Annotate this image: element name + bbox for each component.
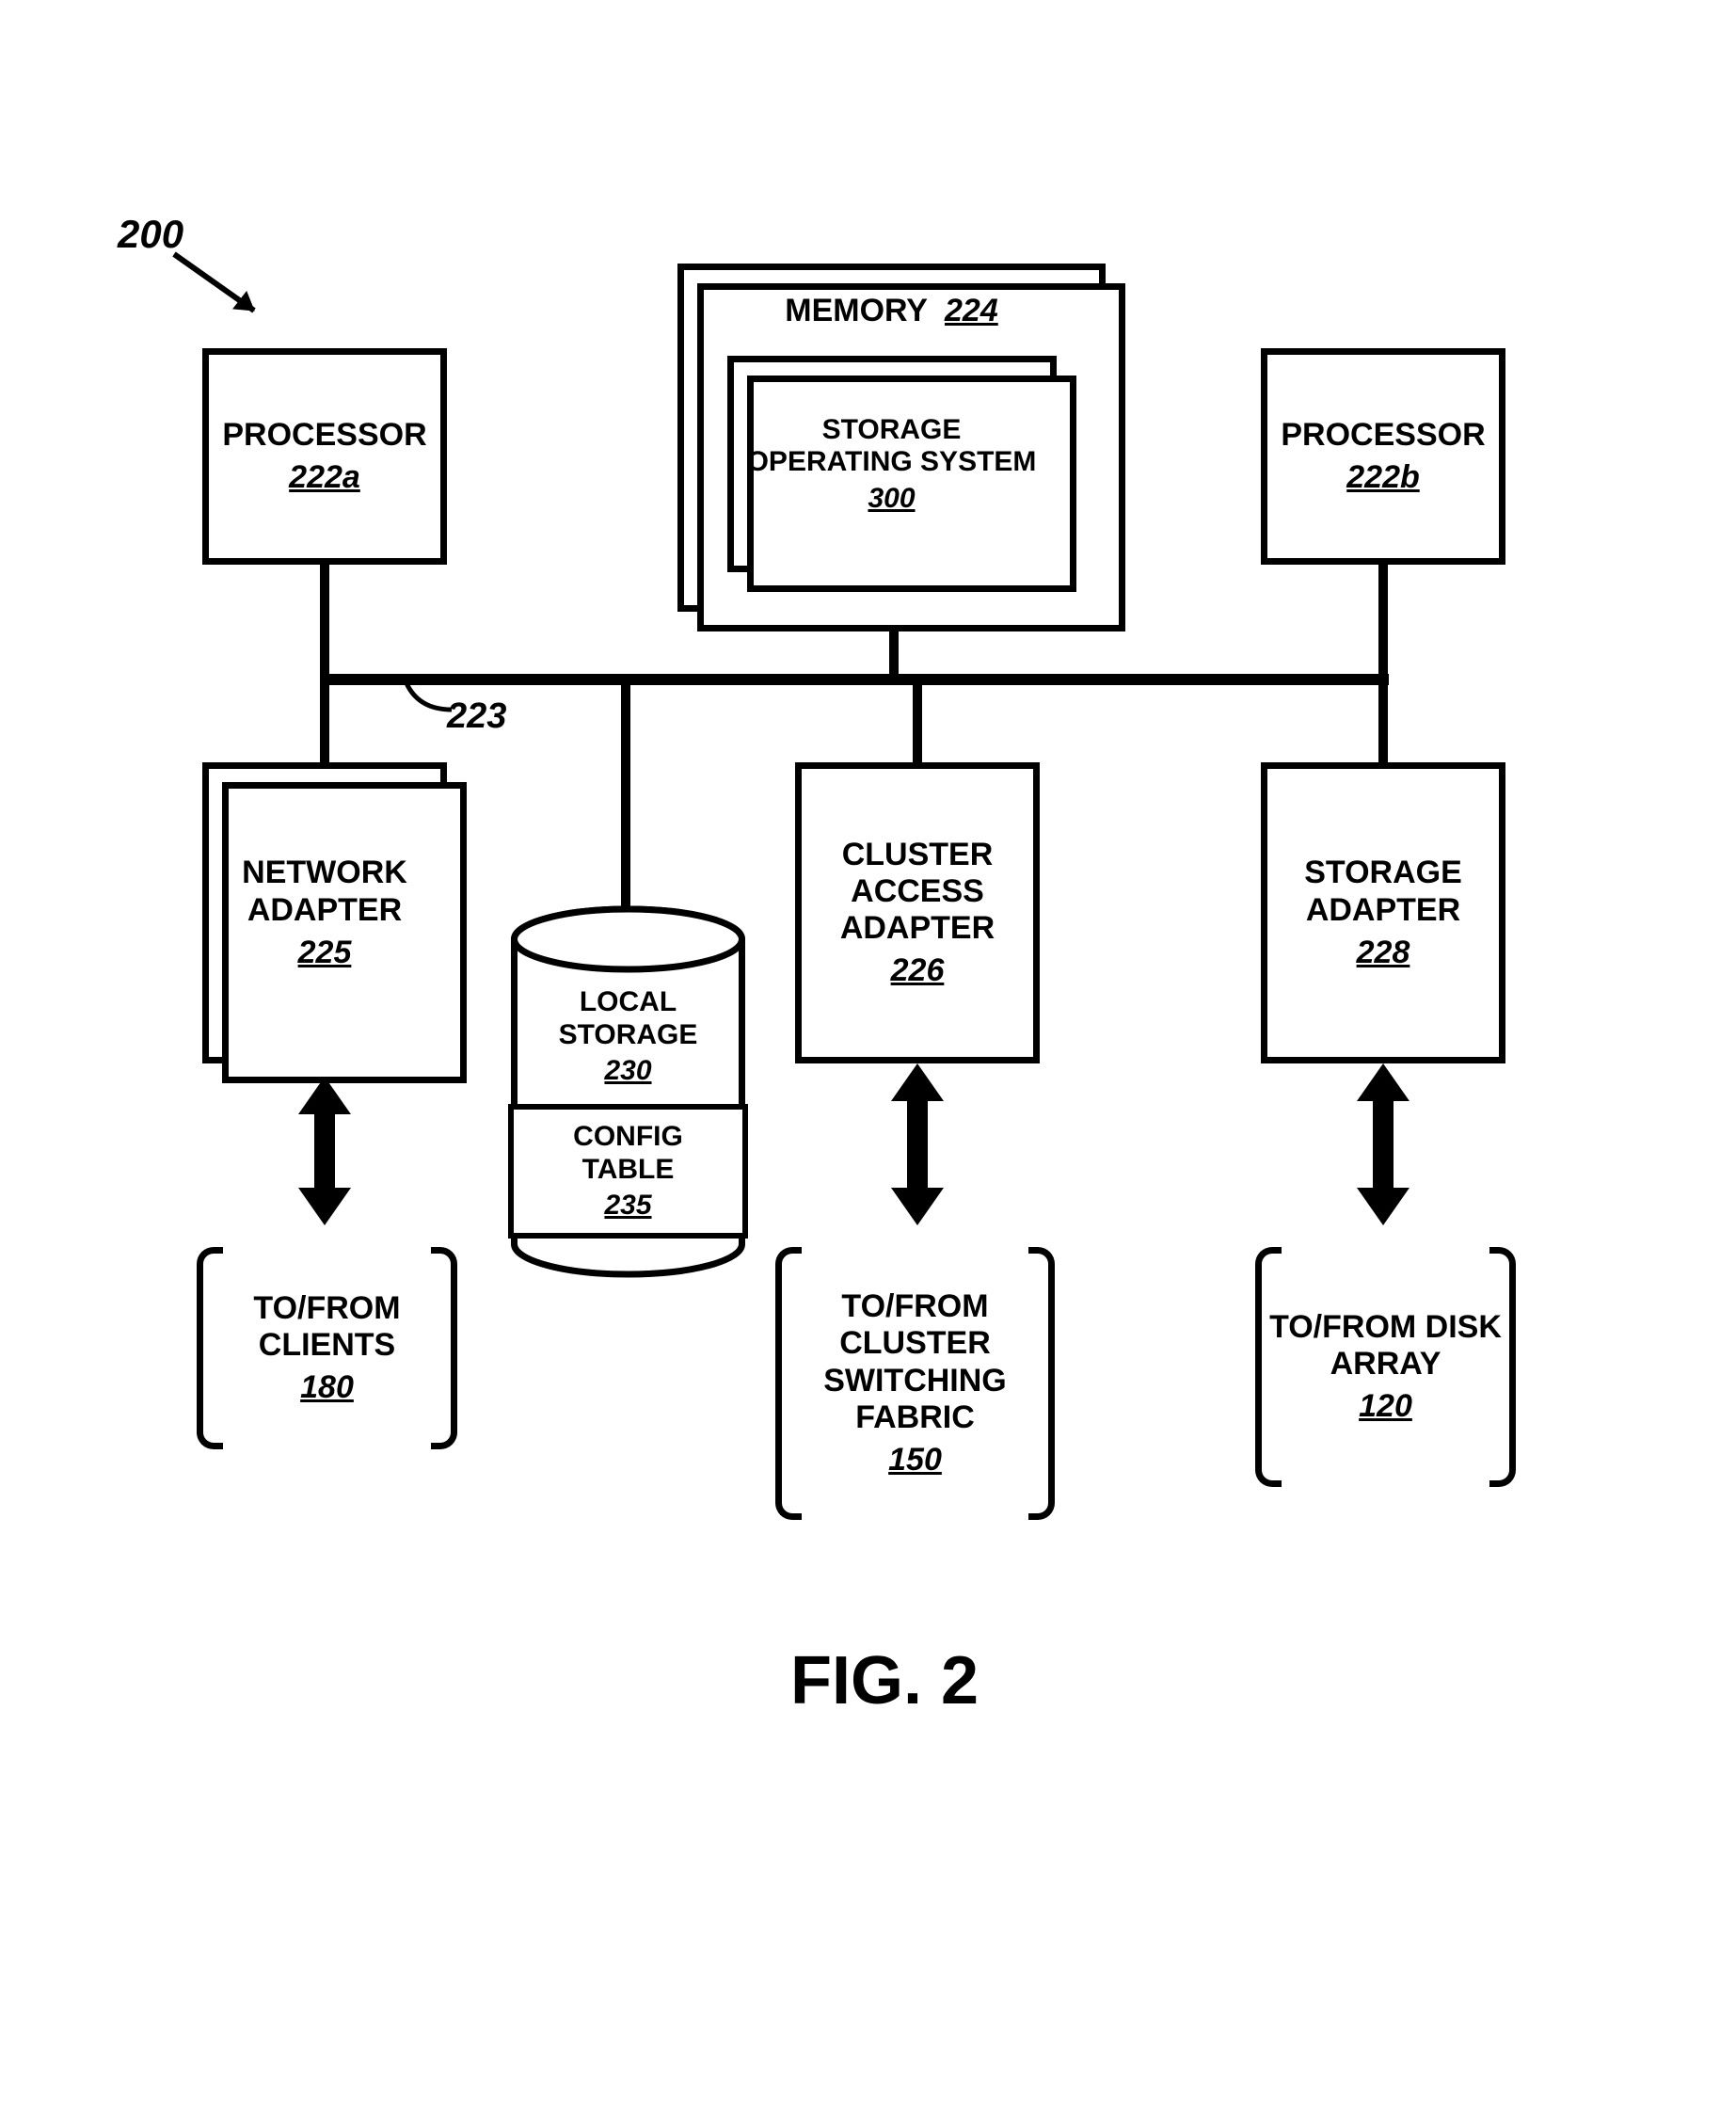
cluster-adapter-label: CLUSTER ACCESS ADAPTER <box>802 837 1033 947</box>
diagram-canvas: 200 223 PROCESSOR 222a PROCESSOR 222b ME… <box>0 0 1736 2126</box>
memory-ref: 224 <box>945 293 998 329</box>
local-storage-label: LOCAL STORAGE <box>508 986 748 1051</box>
ext-cluster-fabric-label: TO/FROM CLUSTER SWITCHING FABRIC <box>781 1288 1049 1435</box>
processor-b-label: PROCESSOR <box>1281 417 1485 454</box>
stub-storage-adapter <box>1378 678 1388 762</box>
network-adapter-ref: 225 <box>298 935 352 971</box>
processor-a-box: PROCESSOR 222a <box>202 348 447 565</box>
ext-clients-label: TO/FROM CLIENTS <box>202 1290 452 1364</box>
ext-clients: TO/FROM CLIENTS 180 <box>202 1247 452 1449</box>
storage-os-label: STORAGE OPERATING SYSTEM <box>734 414 1050 479</box>
stub-memory <box>889 625 899 678</box>
memory-box: MEMORY 224 STORAGE OPERATING SYSTEM 300 <box>677 264 1106 612</box>
config-table-box: CONFIG TABLE 235 <box>508 1104 748 1239</box>
processor-b-ref: 222b <box>1346 459 1420 496</box>
memory-label: MEMORY <box>785 293 928 329</box>
arrow-clients <box>298 1077 351 1225</box>
network-adapter-label: NETWORK ADAPTER <box>209 855 440 928</box>
storage-os-box: STORAGE OPERATING SYSTEM 300 <box>727 356 1057 572</box>
storage-os-ref: 300 <box>868 483 915 515</box>
ext-cluster-fabric: TO/FROM CLUSTER SWITCHING FABRIC 150 <box>781 1247 1049 1520</box>
storage-adapter-label: STORAGE ADAPTER <box>1267 855 1499 928</box>
config-table-label: CONFIG TABLE <box>531 1121 725 1186</box>
bus-ref-curve <box>395 678 461 743</box>
stub-local-storage <box>621 678 630 918</box>
local-storage-ref: 230 <box>604 1055 651 1087</box>
arrow-cluster-fabric <box>891 1063 944 1225</box>
arrow-disk-array <box>1357 1063 1410 1225</box>
config-table-ref: 235 <box>604 1190 651 1222</box>
stub-cluster-adapter <box>913 678 922 762</box>
cluster-adapter-box: CLUSTER ACCESS ADAPTER 226 <box>795 762 1040 1063</box>
cluster-adapter-ref: 226 <box>891 952 945 989</box>
figure-ref-arrow <box>165 245 278 329</box>
storage-adapter-box: STORAGE ADAPTER 228 <box>1261 762 1505 1063</box>
system-bus <box>320 674 1389 685</box>
storage-adapter-ref: 228 <box>1357 935 1410 971</box>
processor-a-ref: 222a <box>289 459 360 496</box>
figure-label: FIG. 2 <box>790 1642 979 1719</box>
ext-disk-array-label: TO/FROM DISK ARRAY <box>1261 1309 1510 1383</box>
network-adapter-box: NETWORK ADAPTER 225 <box>202 762 447 1063</box>
stub-processor-b <box>1378 565 1388 678</box>
local-storage-cylinder: LOCAL STORAGE 230 CONFIG TABLE 235 <box>508 903 748 1280</box>
processor-b-box: PROCESSOR 222b <box>1261 348 1505 565</box>
processor-a-label: PROCESSOR <box>222 417 426 454</box>
stub-processor-a <box>320 565 329 678</box>
ext-disk-array-ref: 120 <box>1359 1388 1412 1425</box>
ext-clients-ref: 180 <box>300 1369 354 1406</box>
ext-disk-array: TO/FROM DISK ARRAY 120 <box>1261 1247 1510 1487</box>
ext-cluster-fabric-ref: 150 <box>888 1442 942 1479</box>
stub-network-adapter <box>320 678 329 762</box>
